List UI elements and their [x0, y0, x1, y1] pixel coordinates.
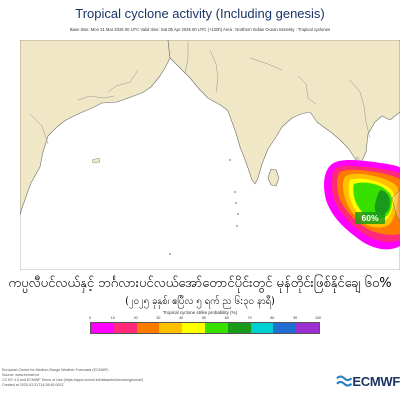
- border-nepal: [249, 57, 283, 71]
- footer-line: Source: www.ecmwf.int: [2, 373, 40, 377]
- probability-badge: 60%: [355, 212, 385, 224]
- legend-tick: 50: [202, 316, 206, 320]
- land-arabia-africa: [20, 40, 171, 216]
- legend-tick: 70: [247, 316, 252, 320]
- legend-tick: 10: [110, 316, 115, 320]
- legend-colorbar: [90, 322, 320, 334]
- prob-contour-70: [374, 190, 390, 215]
- map: 60%: [20, 40, 400, 270]
- footer-line: Created at 2025-03-31T14:28:45.000Z: [2, 383, 64, 387]
- legend-tick: 30: [156, 316, 161, 320]
- legend-tick: 0: [89, 316, 91, 320]
- border-iran-pakistan: [184, 42, 189, 75]
- legend-swatch: [250, 323, 274, 333]
- ecmwf-logo-icon: [336, 375, 353, 387]
- island-maldives-3: [236, 212, 240, 216]
- footer-line: CC BY 4.0 and ECMWF Terms of Use (https:…: [2, 378, 144, 382]
- legend-swatch: [136, 323, 160, 333]
- ecmwf-logo-text: ECMWF: [352, 373, 400, 389]
- legend-tick: 100: [315, 316, 321, 320]
- legend-tick: 80: [270, 316, 275, 320]
- chart-subtitle: Base time: Mon 31 Mar 2025 00 UTC Valid …: [69, 27, 331, 32]
- border-pakistan-india: [209, 49, 219, 93]
- island-maldives-2: [234, 201, 238, 205]
- legend-swatch: [113, 323, 137, 333]
- border-horn-africa: [29, 113, 49, 145]
- legend-swatch: [159, 323, 183, 333]
- footer-line: European Centre for Medium-Range Weather…: [2, 368, 109, 372]
- land-socotra: [91, 157, 101, 164]
- ecmwf-logo: ECMWF: [336, 372, 400, 390]
- land-iran-india-seasia: [167, 40, 400, 185]
- legend-ticks: 0 10 20 30 40 50 60 70 80 90 100: [84, 316, 321, 322]
- island-lakshadweep: [228, 158, 232, 162]
- legend-swatch: [227, 323, 251, 333]
- footer-credits: European Centre for Medium-Range Weather…: [2, 368, 202, 388]
- legend-swatch: [91, 323, 114, 333]
- caption-line-1: ကပ္ပလီပင်လယ်နှင့် ဘင်္ဂလားပင်လယ်အော်တောင…: [8, 276, 392, 291]
- land-sumatra-over: [391, 189, 400, 223]
- border-myanmar-thailand: [349, 79, 371, 139]
- legend-tick: 90: [293, 316, 298, 320]
- island-maldives-4: [235, 224, 239, 228]
- legend-tick: 40: [179, 316, 184, 320]
- probability-badge-label: 60%: [361, 213, 378, 223]
- caption-line-2: (၂၀၂၅ ခုနှစ်၊ ဧပြီလ ၅ ရက် ည ၆:၃၀ နာရီ): [125, 296, 275, 307]
- legend-swatch: [296, 323, 319, 333]
- legend-swatch: [204, 323, 228, 333]
- legend-title: Tropical cyclone strike probability (%): [162, 310, 238, 315]
- border-yemen: [77, 95, 115, 101]
- chart-title: Tropical cyclone activity (Including gen…: [75, 6, 325, 21]
- border-oman: [107, 69, 139, 93]
- island-maldives-1: [233, 190, 237, 194]
- legend-tick: 60: [224, 316, 229, 320]
- legend-swatch: [273, 323, 297, 333]
- legend-tick: 20: [133, 316, 138, 320]
- legend-swatch: [182, 323, 205, 333]
- border-bangladesh: [297, 75, 317, 105]
- island-seychelles: [168, 252, 172, 256]
- land-sri-lanka: [267, 168, 280, 187]
